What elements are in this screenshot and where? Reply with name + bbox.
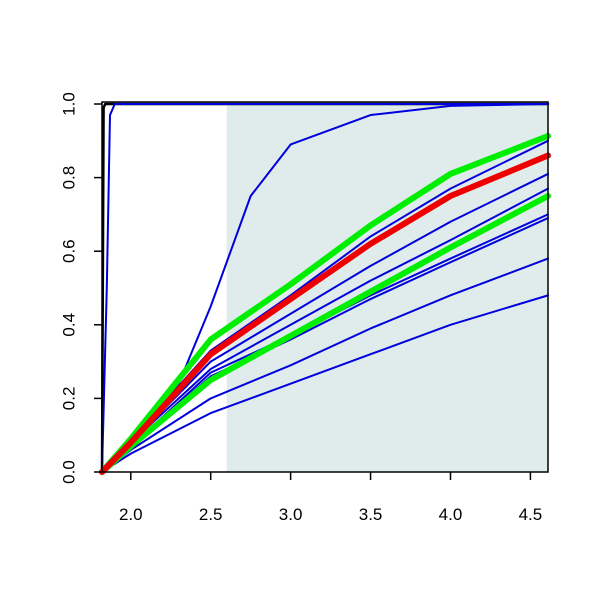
x-tick-label: 4.0 (439, 505, 463, 524)
y-tick-label: 0.6 (59, 239, 78, 263)
plot-frame (101, 101, 549, 473)
x-tick-label: 2.0 (119, 505, 143, 524)
y-tick-label: 0.4 (59, 313, 78, 337)
x-tick-label: 4.5 (519, 505, 543, 524)
line (99, 152, 551, 475)
y-tick-label: 0.0 (59, 460, 78, 484)
line (101, 103, 549, 473)
y-tick-label: 0.2 (59, 387, 78, 411)
line (101, 294, 549, 473)
y-tick-label: 1.0 (59, 92, 78, 116)
x-tick-label: 3.5 (359, 505, 383, 524)
y-tick-label: 0.8 (59, 166, 78, 190)
x-tick-label: 2.5 (199, 505, 223, 524)
x-tick-label: 3.0 (279, 505, 303, 524)
